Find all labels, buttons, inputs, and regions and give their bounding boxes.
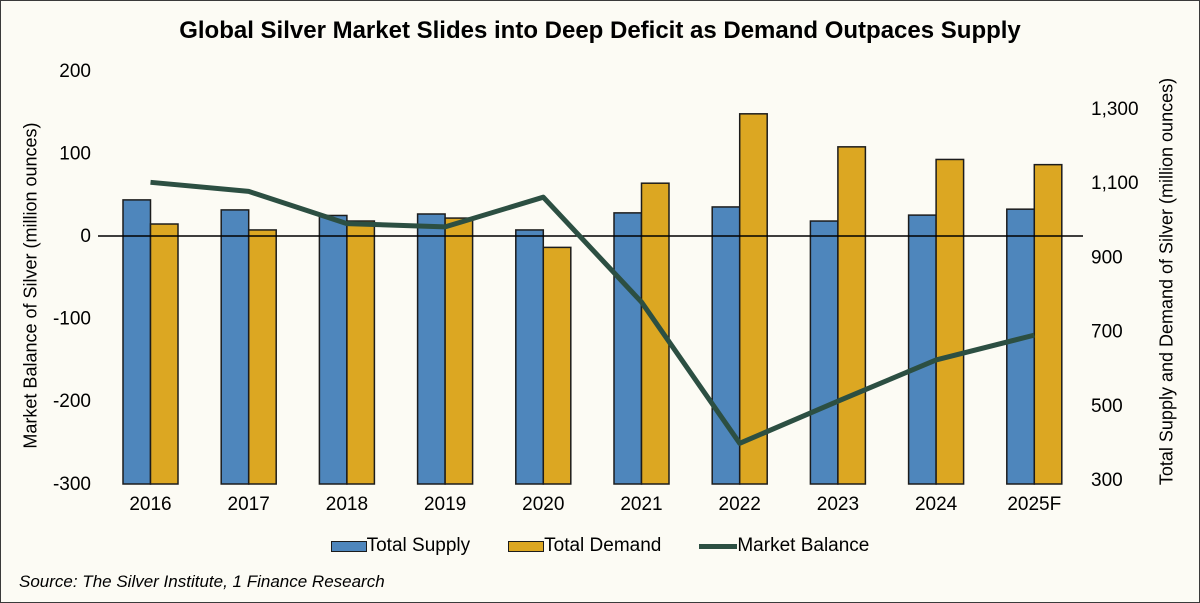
- x-axis-label: 2024: [915, 494, 958, 515]
- legend-item-market-balance: Market Balance: [699, 535, 869, 557]
- total-supply-bar: [809, 220, 839, 485]
- x-axis-label: 2020: [522, 494, 564, 515]
- total-supply-bar: [907, 214, 937, 485]
- chart-title: Global Silver Market Slides into Deep De…: [179, 17, 1021, 44]
- left-axis-tick-label: 0: [80, 226, 91, 247]
- left-axis-tick-label: -100: [53, 309, 91, 330]
- right-axis-tick-label: 500: [1091, 396, 1123, 417]
- total-supply-bar: [711, 206, 741, 485]
- left-axis-tick-label: -200: [53, 391, 91, 412]
- total-demand-bar: [346, 220, 376, 485]
- left-axis-tick-label: -300: [53, 474, 91, 495]
- left-axis-tick-label: 200: [59, 61, 91, 82]
- total-supply-bar: [1006, 208, 1036, 485]
- total-supply-bar: [220, 209, 250, 485]
- total-demand-bar: [444, 217, 474, 485]
- market-balance-line-icon: [699, 543, 738, 549]
- right-axis-tick-label: 300: [1091, 470, 1123, 491]
- right-axis-tick-label: 700: [1091, 322, 1123, 343]
- total-demand-bar: [247, 229, 277, 485]
- total-demand-bar: [738, 113, 768, 485]
- legend-label-total-supply: Total Supply: [366, 535, 471, 556]
- total-supply-bar: [416, 213, 446, 485]
- right-axis-tick-label: 1,100: [1091, 173, 1139, 194]
- x-axis-label: 2025F: [1007, 494, 1061, 515]
- right-axis-tick-label: 900: [1091, 247, 1123, 268]
- x-axis-label: 2016: [129, 494, 171, 515]
- market-balance-line: [150, 179, 1035, 446]
- total-demand-bar: [1033, 163, 1063, 485]
- source-note: Source: The Silver Institute, 1 Finance …: [19, 572, 385, 591]
- legend-item-total-demand: Total Demand: [508, 535, 661, 557]
- total-supply-bar: [318, 214, 348, 485]
- total-demand-bar: [935, 158, 965, 485]
- legend: Total Supply Total Demand Market Balance: [1, 535, 1199, 557]
- total-supply-swatch-icon: [330, 540, 367, 552]
- total-supply-bar: [515, 229, 545, 485]
- total-demand-swatch-icon: [508, 540, 545, 552]
- legend-item-total-supply: Total Supply: [330, 535, 471, 557]
- total-demand-bar: [149, 223, 179, 485]
- x-axis-label: 2017: [228, 494, 270, 515]
- x-axis-label: 2018: [326, 494, 368, 515]
- x-axis-label: 2023: [817, 494, 859, 515]
- total-demand-bar: [542, 246, 572, 485]
- x-axis-label: 2019: [424, 494, 466, 515]
- legend-label-total-demand: Total Demand: [544, 535, 662, 556]
- right-axis-tick-label: 1,300: [1091, 99, 1139, 120]
- legend-label-market-balance: Market Balance: [737, 535, 870, 556]
- total-supply-bar: [613, 212, 643, 485]
- total-supply-bar: [122, 199, 152, 485]
- x-axis-label: 2022: [719, 494, 761, 515]
- left-axis-tick-label: 100: [59, 143, 91, 164]
- x-axis-label: 2021: [620, 494, 662, 515]
- total-demand-bar: [837, 146, 867, 485]
